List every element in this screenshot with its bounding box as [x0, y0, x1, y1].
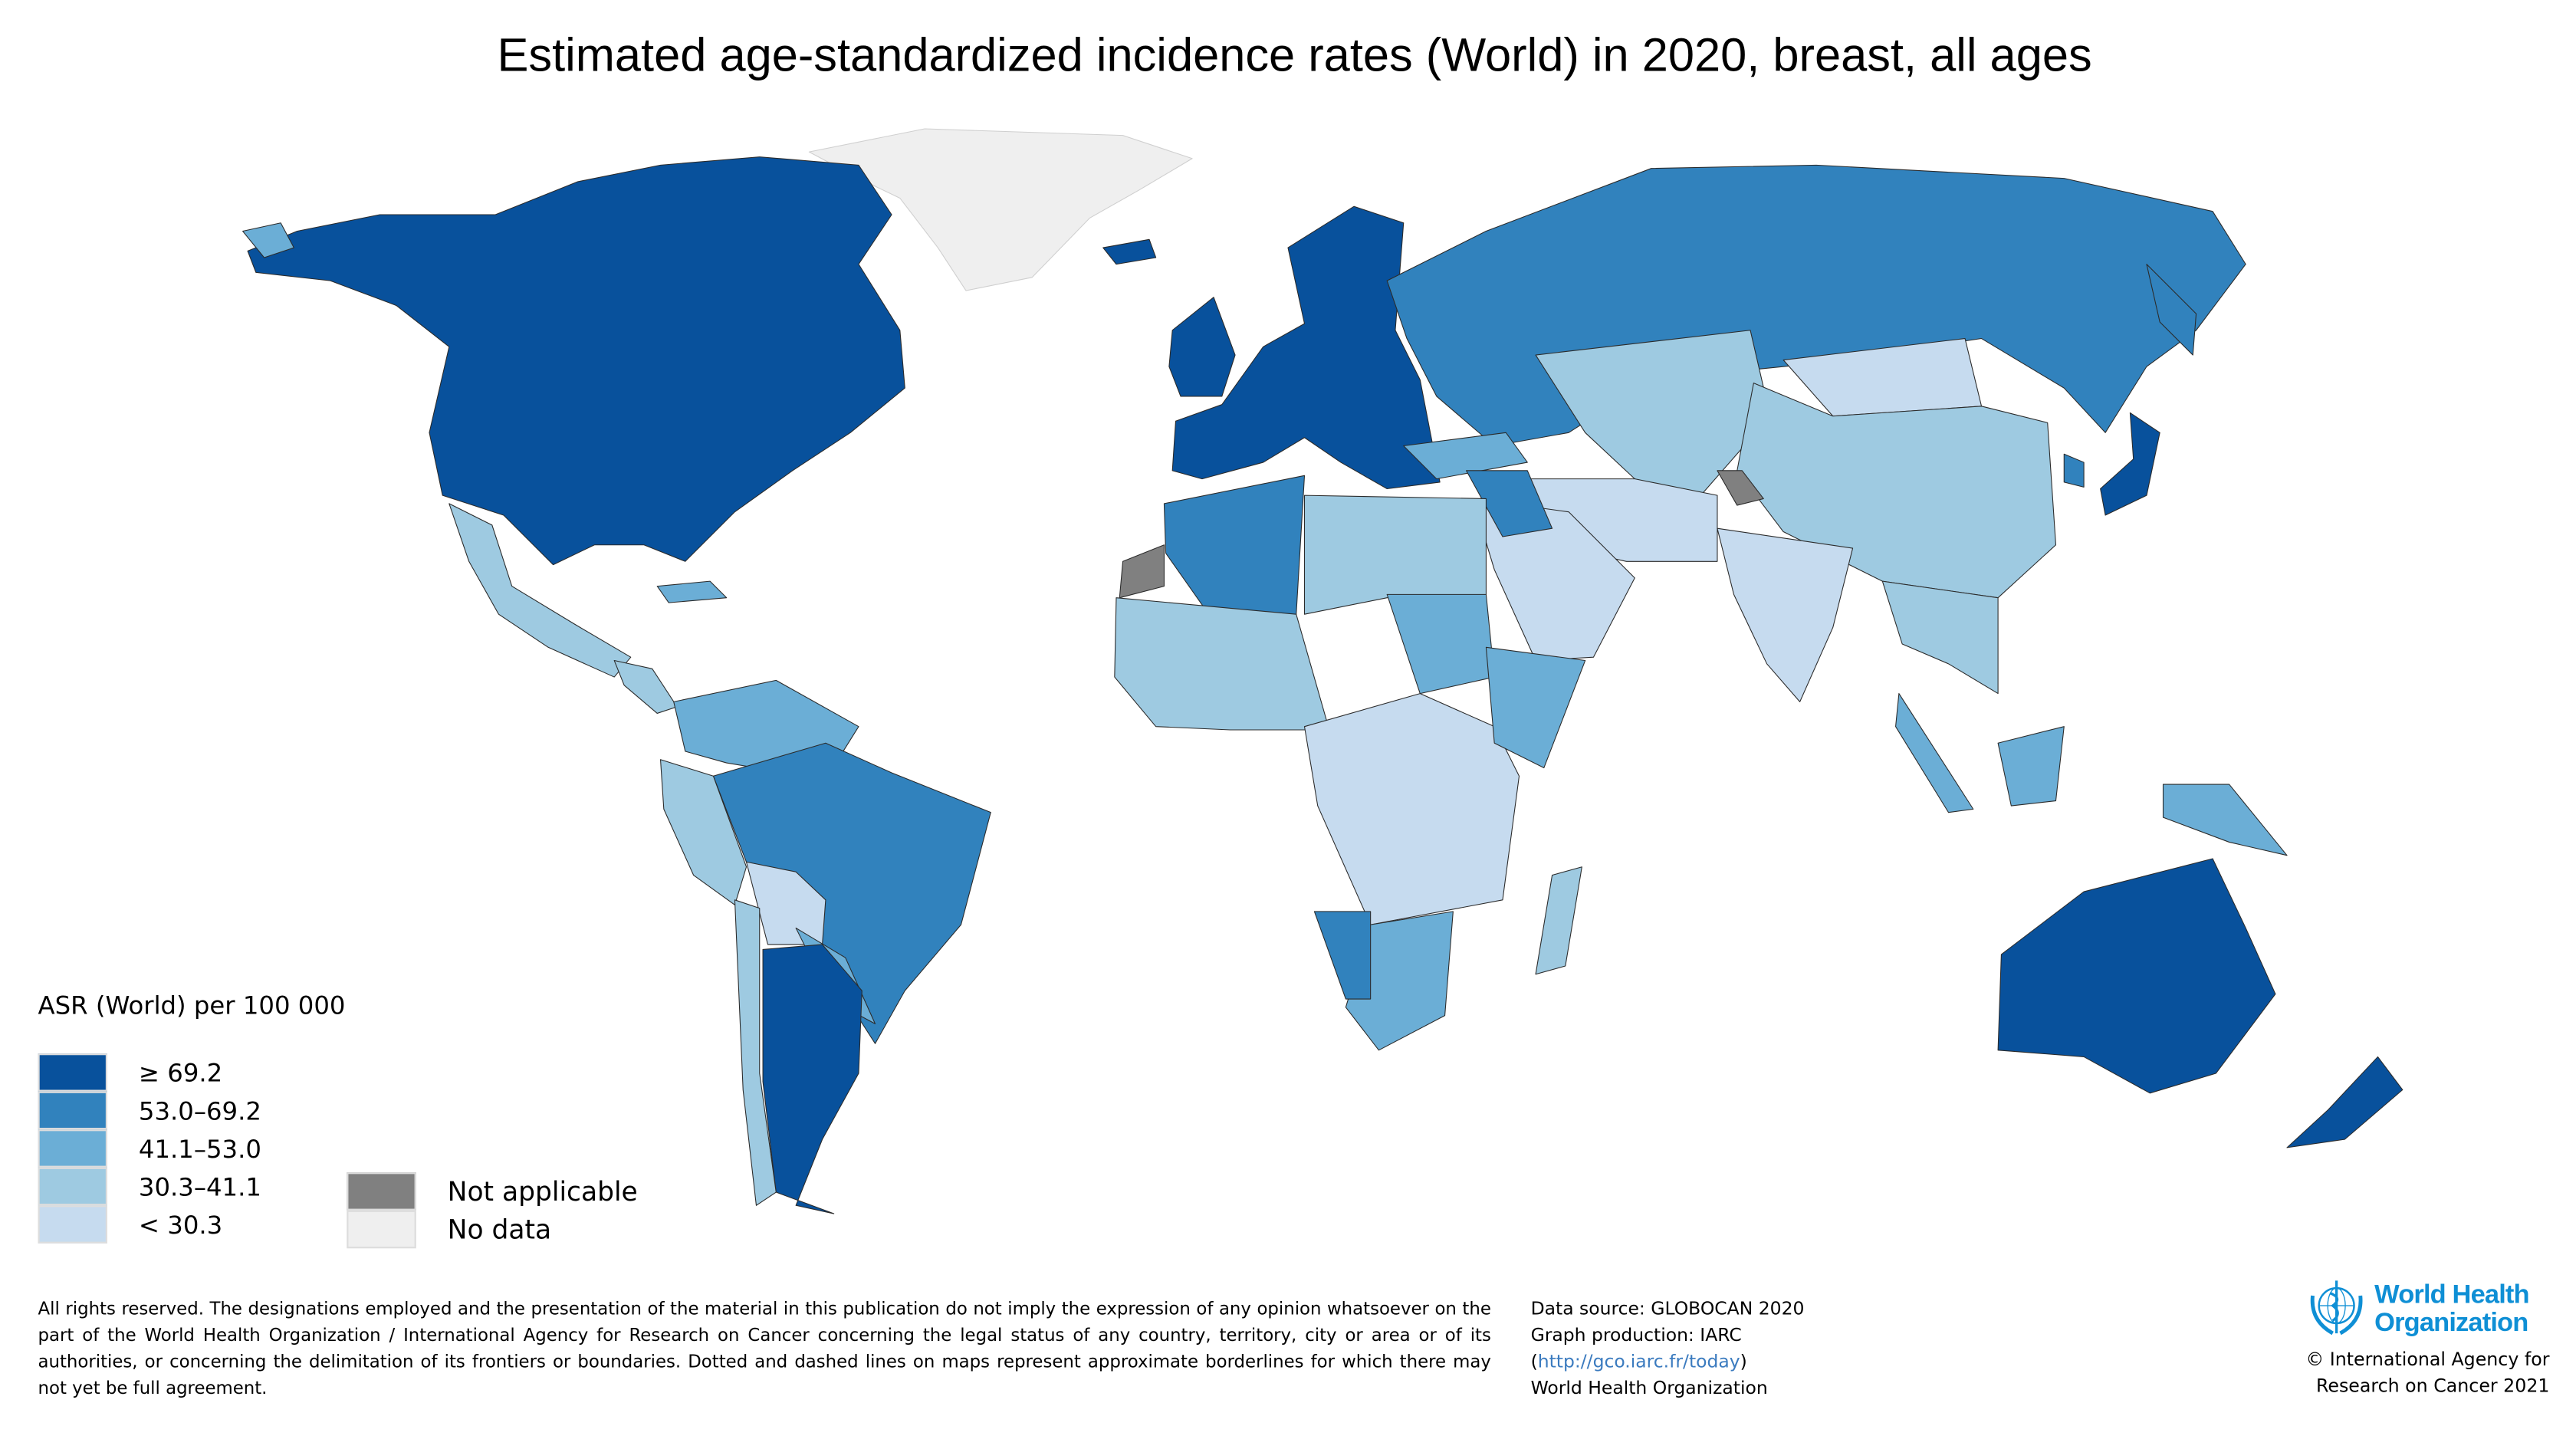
legend-swatch-2: [38, 1091, 107, 1130]
region-russia: [1386, 164, 2246, 447]
region-kashmir: [1717, 470, 1764, 506]
copyright-line-1: © International Agency for: [2305, 1349, 2550, 1371]
copyright: © International Agency for Research on C…: [2306, 1348, 2550, 1401]
region-argentina: [762, 944, 863, 1214]
paren-close: ): [1740, 1350, 1747, 1372]
region-japan: [2100, 412, 2160, 516]
legend-label-4: 30.3–41.1: [138, 1172, 261, 1202]
region-algeria-morocco: [1163, 475, 1306, 615]
region-korea: [2063, 453, 2085, 488]
map-title: Estimated age-standardized incidence rat…: [497, 29, 2092, 83]
legend-swatch-no-data: [347, 1210, 416, 1249]
region-namibia: [1313, 911, 1372, 1000]
region-horn-of-africa: [1485, 646, 1586, 769]
legend-label-1: ≥ 69.2: [138, 1058, 223, 1089]
region-central-africa: [1303, 693, 1520, 925]
region-caribbean: [656, 580, 728, 603]
region-turkey: [1403, 432, 1528, 480]
legend-label-no-data: No data: [447, 1214, 552, 1245]
legend-label-2: 53.0–69.2: [138, 1096, 261, 1126]
region-sudan: [1386, 593, 1495, 695]
logo-line-1: World Health: [2374, 1281, 2529, 1309]
graph-production: Graph production: IARC: [1530, 1324, 1742, 1346]
disclaimer-text: All rights reserved. The designations em…: [38, 1300, 1491, 1399]
paren-open: (: [1530, 1350, 1538, 1372]
who-emblem-icon: [2310, 1280, 2363, 1336]
region-new-zealand: [2286, 1056, 2404, 1148]
region-indonesia: [1895, 693, 1974, 813]
legend-swatch-4: [38, 1167, 107, 1206]
region-kamchatka: [2146, 264, 2197, 356]
region-new-guinea: [2162, 784, 2288, 856]
legend-title: ASR (World) per 100 000: [38, 991, 346, 1021]
region-chile: [734, 899, 777, 1206]
legend-label-5: < 30.3: [138, 1210, 223, 1240]
source-info: Data source: GLOBOCAN 2020 Graph product…: [1531, 1296, 1805, 1402]
region-greenland: [808, 128, 1193, 291]
data-source: Data source: GLOBOCAN 2020: [1530, 1297, 1805, 1319]
region-levant: [1466, 470, 1553, 537]
region-uk-ireland: [1168, 297, 1236, 397]
region-arabia: [1472, 498, 1635, 662]
region-madagascar: [1535, 866, 1582, 975]
region-bolivia: [745, 861, 826, 945]
region-borneo: [1997, 726, 2065, 807]
region-iceland: [1102, 238, 1157, 265]
region-australia: [1997, 858, 2276, 1094]
region-western-sahara: [1119, 544, 1165, 599]
legend-label-3: 41.1–53.0: [138, 1134, 261, 1165]
gco-link[interactable]: http://gco.iarc.fr/today: [1537, 1350, 1740, 1372]
legend-swatch-not-applicable: [347, 1172, 416, 1211]
region-central-america: [613, 659, 678, 714]
region-southeast-asia: [1881, 580, 1999, 695]
copyright-line-2: Research on Cancer 2021: [2315, 1375, 2550, 1398]
who-logo: World Health Organization: [2305, 1278, 2530, 1341]
region-india: [1717, 527, 1854, 702]
org-name: World Health Organization: [1530, 1377, 1768, 1399]
region-north-america: [247, 156, 905, 566]
legend-swatch-3: [38, 1129, 107, 1168]
legend-swatch-1: [38, 1053, 107, 1092]
logo-line-2: Organization: [2374, 1309, 2528, 1338]
region-west-africa: [1114, 597, 1330, 731]
legend-label-not-applicable: Not applicable: [447, 1175, 638, 1208]
legend-swatch-5: [38, 1205, 107, 1244]
region-europe: [1171, 205, 1441, 490]
region-alaska-islands: [242, 222, 294, 258]
